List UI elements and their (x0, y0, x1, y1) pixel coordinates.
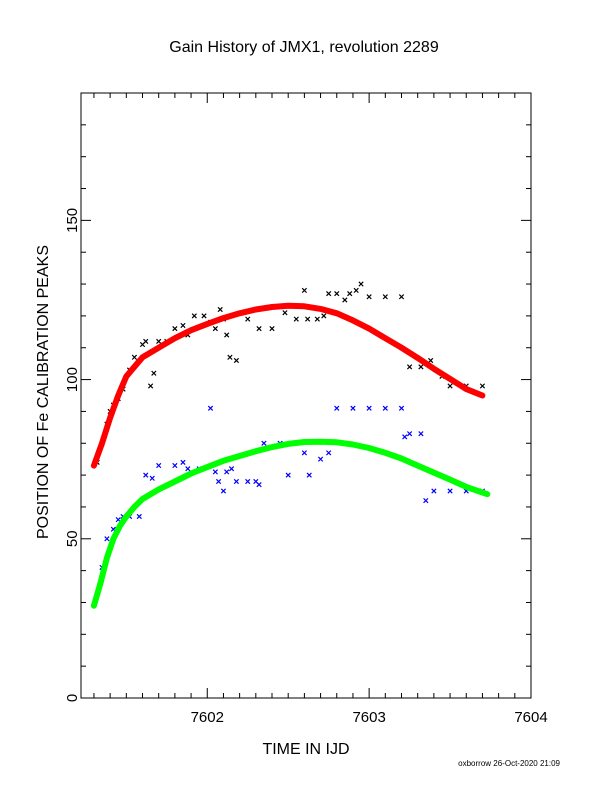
data-point (180, 322, 186, 329)
data-point (402, 434, 408, 440)
data-point (156, 338, 162, 344)
data-point (172, 462, 178, 469)
data-point (207, 405, 214, 411)
curve-line (90, 302, 486, 469)
data-point (191, 313, 197, 319)
chart-title: Gain History of JMX1, revolution 2289 (169, 39, 439, 56)
data-point (269, 326, 275, 332)
data-point (201, 313, 207, 319)
data-point (212, 326, 218, 332)
data-point (306, 472, 312, 478)
data-point (261, 440, 267, 446)
data-point (398, 405, 405, 411)
fit-curve-green (90, 438, 491, 609)
data-point (301, 287, 308, 294)
data-point (282, 310, 288, 316)
data-point (398, 294, 405, 300)
data-point (180, 459, 186, 465)
data-point (285, 472, 291, 478)
axis-ticks (81, 92, 532, 699)
data-point (326, 290, 332, 297)
data-point (212, 469, 218, 475)
data-point (366, 405, 372, 411)
data-point (447, 383, 453, 389)
footer-credit: oxborrow 26-Oct-2020 21:09 (458, 759, 560, 768)
data-point (172, 326, 178, 332)
data-point (350, 405, 356, 411)
data-series (90, 281, 491, 609)
data-point (301, 450, 308, 456)
y-axis-label: POSITION OF Fe CALIBRATION PEAKS (35, 245, 52, 539)
data-point (136, 513, 142, 520)
data-point (317, 456, 324, 462)
data-point (220, 488, 227, 494)
data-point (321, 313, 327, 319)
data-point (406, 364, 413, 370)
series-black-points (94, 281, 486, 465)
data-point (156, 462, 162, 469)
x-tick-label: 7602 (191, 709, 224, 726)
data-point (334, 405, 340, 411)
plot-frame (80, 92, 532, 699)
data-point (233, 357, 240, 364)
data-point (256, 482, 262, 488)
data-point (418, 364, 424, 370)
data-point (104, 536, 110, 542)
data-point (479, 383, 486, 389)
y-tick-label: 50 (64, 530, 81, 547)
data-point (353, 287, 359, 294)
data-point (149, 475, 155, 481)
data-point (406, 431, 413, 437)
data-point (293, 316, 299, 322)
data-point (147, 383, 154, 389)
data-point (217, 306, 223, 313)
data-point (382, 294, 388, 300)
data-point (245, 478, 251, 485)
data-point (143, 338, 149, 344)
data-point (143, 472, 149, 478)
curve-line (90, 438, 491, 609)
data-point (358, 281, 364, 287)
x-axis-label: TIME IN IJD (262, 741, 349, 758)
y-tick-label: 150 (64, 208, 81, 233)
x-tick-label: 7604 (514, 709, 547, 726)
data-point (428, 357, 434, 364)
data-point (233, 478, 240, 485)
y-tick-label: 0 (64, 694, 81, 702)
data-point (224, 469, 230, 475)
tick-labels: 0 50 100 150 7602 7603 7604 (64, 208, 548, 726)
data-point (382, 405, 388, 411)
data-point (366, 294, 372, 300)
x-tick-label: 7603 (352, 709, 385, 726)
data-point (151, 370, 157, 376)
data-point (228, 466, 235, 472)
data-point (245, 316, 251, 322)
data-point (227, 354, 233, 360)
y-tick-label: 100 (64, 367, 81, 392)
data-point (347, 290, 353, 297)
data-point (447, 488, 453, 494)
data-point (131, 354, 138, 360)
data-point (418, 431, 424, 437)
data-point (326, 450, 332, 456)
data-point (314, 316, 320, 322)
data-point (342, 297, 348, 303)
data-point (185, 466, 191, 472)
fit-curve-red (90, 302, 486, 469)
data-point (423, 497, 429, 504)
data-point (215, 478, 222, 485)
data-point (224, 332, 230, 338)
data-point (334, 290, 340, 297)
data-point (431, 488, 437, 494)
data-point (304, 316, 311, 322)
data-point (256, 326, 262, 332)
